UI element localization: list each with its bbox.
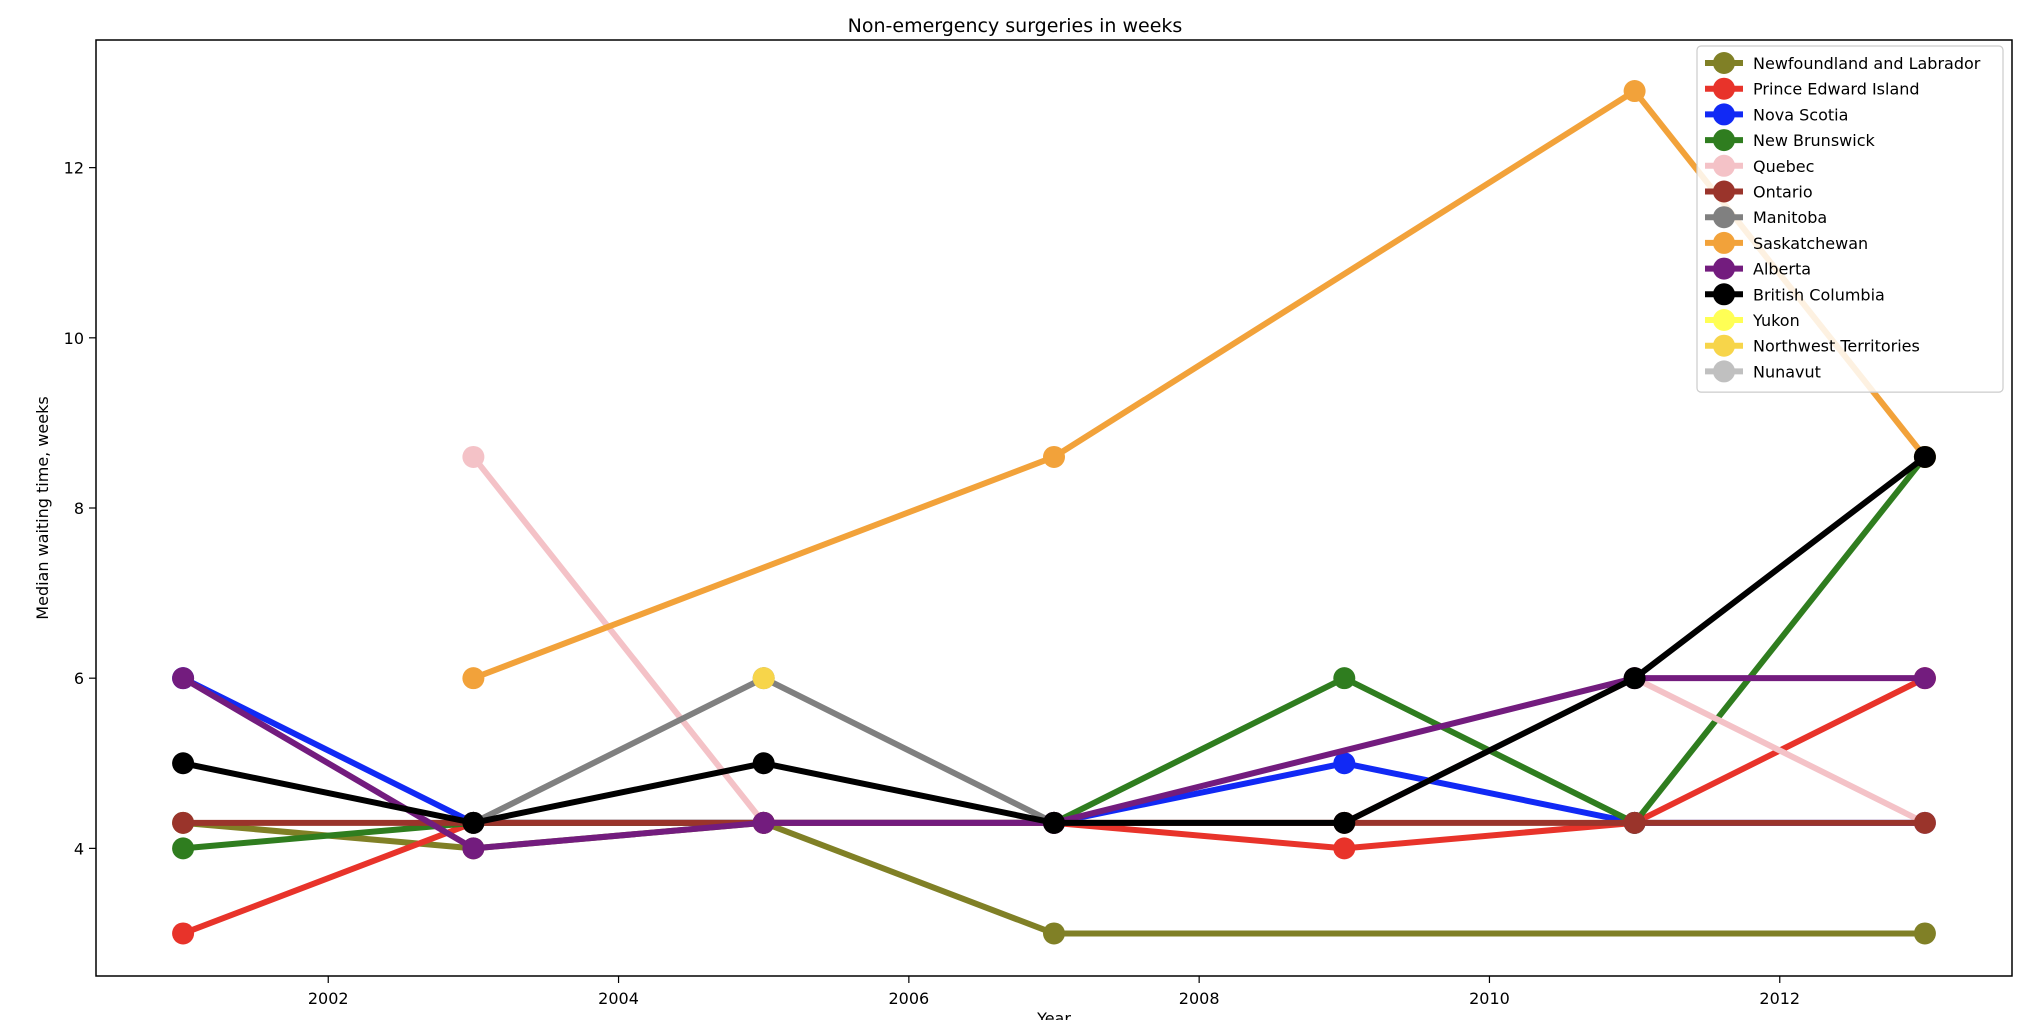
data-point — [172, 811, 195, 834]
y-tick-label: 4 — [74, 839, 84, 858]
y-tick-label: 6 — [74, 669, 84, 688]
series-line-nova-scotia — [181, 675, 1925, 826]
series-line-manitoba — [472, 675, 1056, 826]
x-tick-label: 2006 — [888, 989, 929, 1008]
data-point — [752, 752, 775, 775]
legend-label: New Brunswick — [1753, 131, 1875, 150]
data-point — [1043, 811, 1065, 834]
legend-item-ontario: Ontario — [1705, 180, 1813, 203]
legend-item-newfoundland-and-labrador: Newfoundland and Labrador — [1705, 52, 1981, 74]
legend-item-manitoba: Manitoba — [1705, 206, 1827, 229]
legend-swatch-marker — [1713, 180, 1735, 203]
x-tick-label: 2002 — [308, 989, 349, 1008]
data-point — [752, 811, 775, 834]
series-line-british-columbia — [182, 454, 1927, 826]
series-line-quebec — [471, 455, 1927, 826]
legend-label: Yukon — [1752, 311, 1800, 330]
y-tick-label: 8 — [74, 499, 84, 518]
legend-item-prince-edward-island: Prince Edward Island — [1705, 77, 1920, 100]
legend-swatch-marker — [1713, 360, 1735, 383]
series-line-newfoundland-and-labrador — [182, 819, 1925, 937]
x-tick-label: 2012 — [1759, 989, 1800, 1008]
legend-item-alberta: Alberta — [1705, 257, 1811, 280]
legend-item-nova-scotia: Nova Scotia — [1705, 103, 1848, 126]
legend-swatch-marker — [1713, 77, 1735, 100]
legend: Newfoundland and Labrador Prince Edward I… — [1696, 45, 2004, 393]
x-tick-label: 2008 — [1179, 989, 1220, 1008]
legend-swatch-marker — [1713, 257, 1735, 280]
legend-item-british-columbia: British Columbia — [1705, 283, 1885, 306]
legend-label: Quebec — [1753, 157, 1814, 176]
y-axis-label: Median waiting time, weeks — [33, 396, 52, 619]
legend-label: Nunavut — [1753, 362, 1821, 381]
legend-swatch-marker — [1713, 103, 1735, 126]
series-quebec — [462, 445, 1936, 834]
series-british-columbia — [172, 445, 1936, 834]
series-northwest-territories — [752, 667, 775, 690]
legend-item-nunavut: Nunavut — [1705, 360, 1821, 383]
chart-title: Non-emergency surgeries in weeks — [848, 15, 1183, 37]
y-tick-label: 12 — [64, 159, 84, 178]
legend-item-northwest-territories: Northwest Territories — [1705, 334, 1920, 357]
legend-box — [1696, 45, 2004, 393]
legend-label: Prince Edward Island — [1753, 80, 1920, 99]
legend-swatch-marker — [1713, 334, 1735, 357]
legend-item-yukon: Yukon — [1705, 309, 1800, 331]
data-point — [1043, 922, 1065, 945]
data-point — [1333, 667, 1356, 690]
legend-swatch-marker — [1713, 52, 1735, 74]
legend-swatch-marker — [1713, 129, 1735, 152]
legend-label: Newfoundland and Labrador — [1753, 54, 1981, 73]
legend-label: Alberta — [1753, 260, 1811, 279]
legend-item-quebec: Quebec — [1705, 154, 1814, 177]
legend-label: Ontario — [1753, 183, 1813, 202]
legend-label: British Columbia — [1753, 285, 1885, 304]
data-point — [172, 837, 195, 860]
data-point — [172, 667, 195, 690]
legend-label: Saskatchewan — [1753, 234, 1868, 253]
legend-swatch-marker — [1713, 283, 1735, 306]
data-point — [1623, 667, 1646, 690]
data-point — [462, 811, 485, 834]
legend-label: Northwest Territories — [1753, 337, 1920, 356]
data-point — [1913, 922, 1936, 945]
data-point — [1623, 811, 1646, 834]
legend-label: Nova Scotia — [1753, 105, 1848, 124]
legend-swatch-marker — [1713, 206, 1735, 229]
data-point — [1623, 80, 1646, 103]
data-point — [172, 752, 195, 775]
legend-swatch-marker — [1713, 154, 1735, 177]
data-point — [172, 922, 195, 945]
legend-swatch-marker — [1713, 309, 1735, 331]
data-point — [1333, 752, 1356, 775]
y-tick-label: 10 — [64, 329, 84, 348]
x-tick-label: 2004 — [598, 989, 639, 1008]
data-point — [1913, 667, 1936, 690]
legend-item-new-brunswick: New Brunswick — [1705, 129, 1875, 152]
data-point — [462, 837, 485, 860]
legend-item-saskatchewan: Saskatchewan — [1705, 231, 1868, 254]
data-point — [1043, 445, 1065, 468]
x-axis-label: Year — [1036, 1009, 1071, 1020]
series-nova-scotia — [172, 667, 1936, 834]
data-point — [462, 445, 485, 468]
data-point — [1913, 445, 1936, 468]
data-point — [1913, 811, 1936, 834]
data-point — [1333, 811, 1356, 834]
data-point — [1333, 837, 1356, 860]
data-point — [462, 667, 485, 690]
legend-swatch-marker — [1713, 231, 1735, 254]
data-point — [752, 667, 775, 690]
series-line-alberta — [181, 675, 1925, 852]
legend-label: Manitoba — [1753, 208, 1827, 227]
x-tick-label: 2010 — [1469, 989, 1510, 1008]
